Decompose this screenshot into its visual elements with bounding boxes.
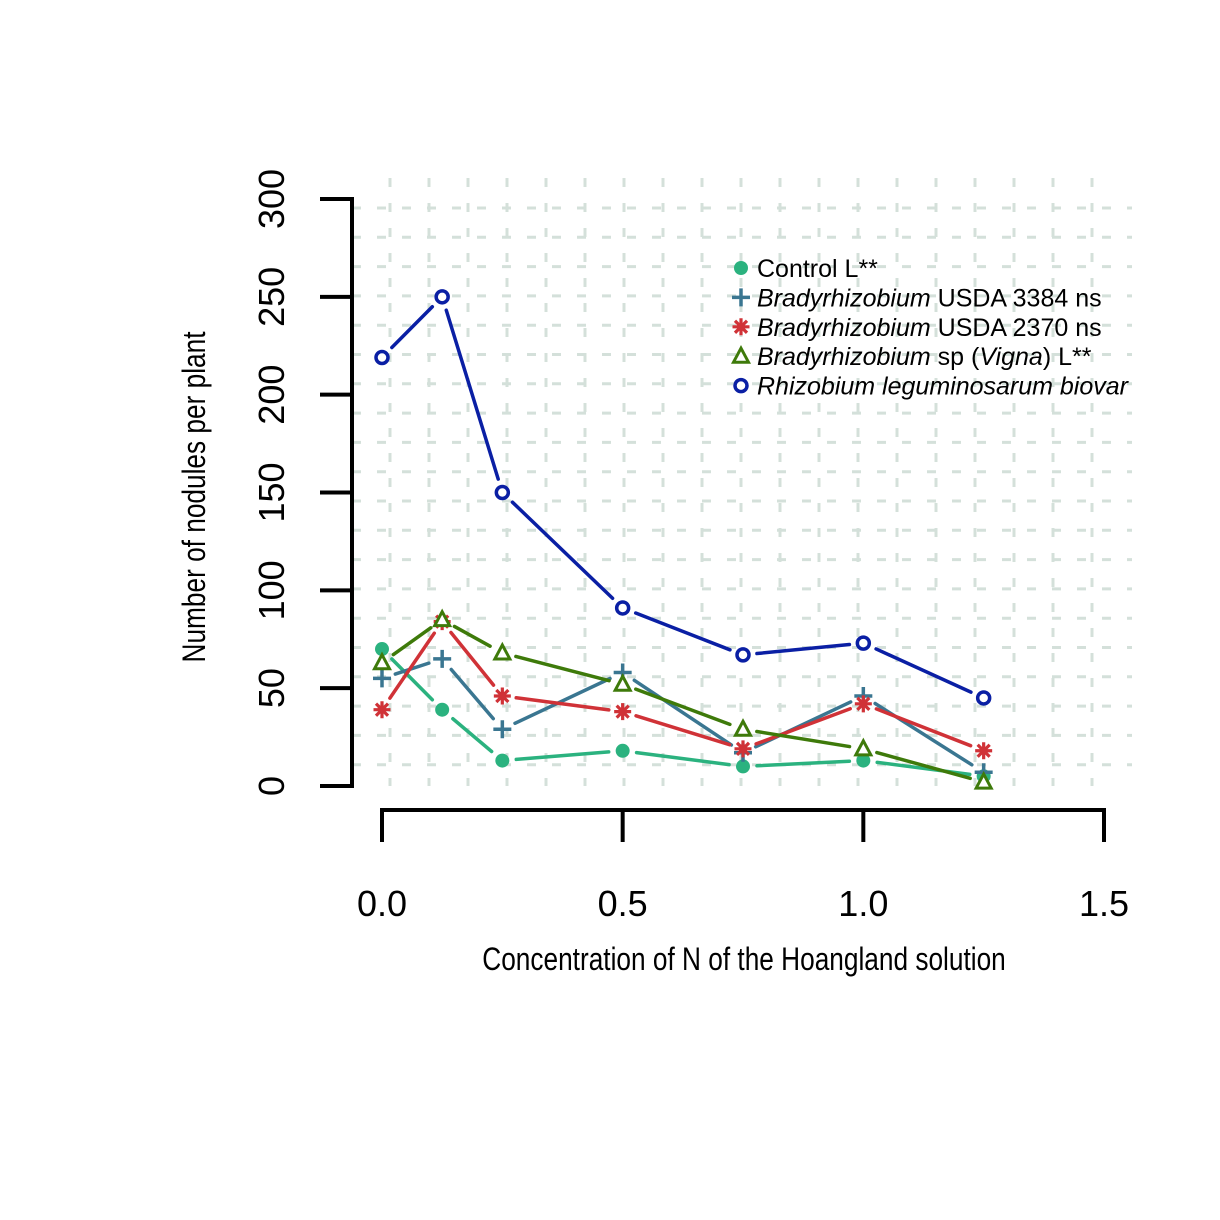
y-axis-title: Number of nodules per plant <box>178 332 213 663</box>
data-point <box>494 484 511 501</box>
x-axis-line <box>380 808 1106 842</box>
legend-marker <box>732 288 750 307</box>
data-point <box>856 753 871 768</box>
legend-label: Bradyrhizobium USDA 3384 ns <box>757 284 1102 312</box>
y-tick-label: 50 <box>251 668 292 708</box>
series-line-segment <box>514 654 611 683</box>
series-line-segment <box>874 707 973 748</box>
data-point <box>435 702 450 717</box>
legend-entry: Bradyrhizobium USDA 2370 ns <box>732 314 1102 342</box>
series-line-segment <box>514 696 611 712</box>
series-line-segment <box>875 750 972 781</box>
legend-label: Control L** <box>757 255 878 283</box>
data-point <box>374 349 390 366</box>
data-point <box>615 743 630 758</box>
legend-label: Bradyrhizobium sp (Vigna) L** <box>757 343 1092 371</box>
data-point <box>432 608 453 628</box>
data-point <box>975 690 992 706</box>
legend-entry: Bradyrhizobium USDA 3384 ns <box>732 284 1102 312</box>
data-point <box>493 687 511 705</box>
series-5 <box>374 289 992 706</box>
y-axis-ticks: 0 50 100 150 200 250 300 <box>251 169 352 796</box>
data-point <box>614 703 632 721</box>
series-line-segment <box>514 750 611 762</box>
data-point <box>495 753 510 768</box>
data-point <box>434 289 450 305</box>
series-line-segment <box>390 657 435 702</box>
data-point <box>853 737 874 757</box>
x-axis-title: Concentration of N of the Hoangland solu… <box>482 943 1005 978</box>
series-2 <box>373 649 993 782</box>
legend: Control L**Bradyrhizobium USDA 3384 nsBr… <box>730 255 1130 401</box>
legend-marker <box>732 318 750 336</box>
legend-label: Bradyrhizobium USDA 2370 ns <box>757 314 1102 342</box>
data-point <box>614 600 631 616</box>
data-point <box>612 673 633 692</box>
data-point <box>371 651 393 671</box>
x-tick-label: 0.5 <box>598 883 648 924</box>
series-line-segment <box>390 305 435 350</box>
y-tick-label: 100 <box>251 560 292 620</box>
data-point <box>735 647 751 663</box>
data-point <box>734 740 752 758</box>
series-1 <box>375 642 991 784</box>
series-line-segment <box>513 676 612 726</box>
series-line-segment <box>632 678 734 747</box>
series-4 <box>371 608 994 790</box>
series-line-segment <box>449 630 496 687</box>
series <box>371 289 994 790</box>
legend-marker <box>733 377 749 394</box>
legend-entry: Rhizobium leguminosarum biovar <box>733 373 1130 401</box>
data-point <box>493 720 512 739</box>
series-line-segment <box>452 624 492 648</box>
series-line-segment <box>634 687 732 727</box>
y-tick-label: 0 <box>251 776 292 796</box>
data-point <box>854 695 872 713</box>
legend-entry: Bradyrhizobium sp (Vigna) L** <box>730 343 1092 371</box>
data-point <box>433 649 452 668</box>
series-line-segment <box>391 626 433 657</box>
legend-label: Rhizobium leguminosarum biovar <box>757 373 1130 401</box>
data-point <box>373 669 391 688</box>
x-tick-label: 1.5 <box>1079 883 1129 924</box>
series-line-segment <box>874 647 973 694</box>
y-tick-label: 300 <box>251 169 292 229</box>
x-axis-ticks: 0.0 0.5 1.0 1.5 <box>357 810 1129 924</box>
data-point <box>973 770 994 790</box>
data-point <box>492 641 513 661</box>
y-tick-label: 150 <box>251 462 292 522</box>
series-line-segment <box>510 500 615 600</box>
series-line-segment <box>449 667 495 721</box>
legend-entry: Control L** <box>734 255 878 283</box>
y-tick-label: 250 <box>251 267 292 327</box>
series-line-segment <box>755 759 852 768</box>
series-line-segment <box>444 308 500 481</box>
series-line-segment <box>633 611 732 652</box>
series-line-segment <box>755 729 852 749</box>
series-line-segment <box>755 642 852 656</box>
series-line-segment <box>754 706 852 746</box>
x-tick-label: 1.0 <box>838 883 888 924</box>
series-line-segment <box>388 631 437 700</box>
x-tick-label: 0.0 <box>357 883 407 924</box>
legend-marker <box>734 261 748 275</box>
data-point <box>855 635 872 651</box>
data-point <box>375 642 389 657</box>
series-line-segment <box>451 716 494 754</box>
y-tick-label: 200 <box>251 365 292 425</box>
data-point <box>732 718 754 737</box>
series-line-segment <box>634 714 732 747</box>
series-line-segment <box>634 750 731 767</box>
legend-marker <box>730 345 752 364</box>
data-point <box>735 759 750 774</box>
data-point <box>373 701 391 719</box>
data-point <box>975 742 993 760</box>
